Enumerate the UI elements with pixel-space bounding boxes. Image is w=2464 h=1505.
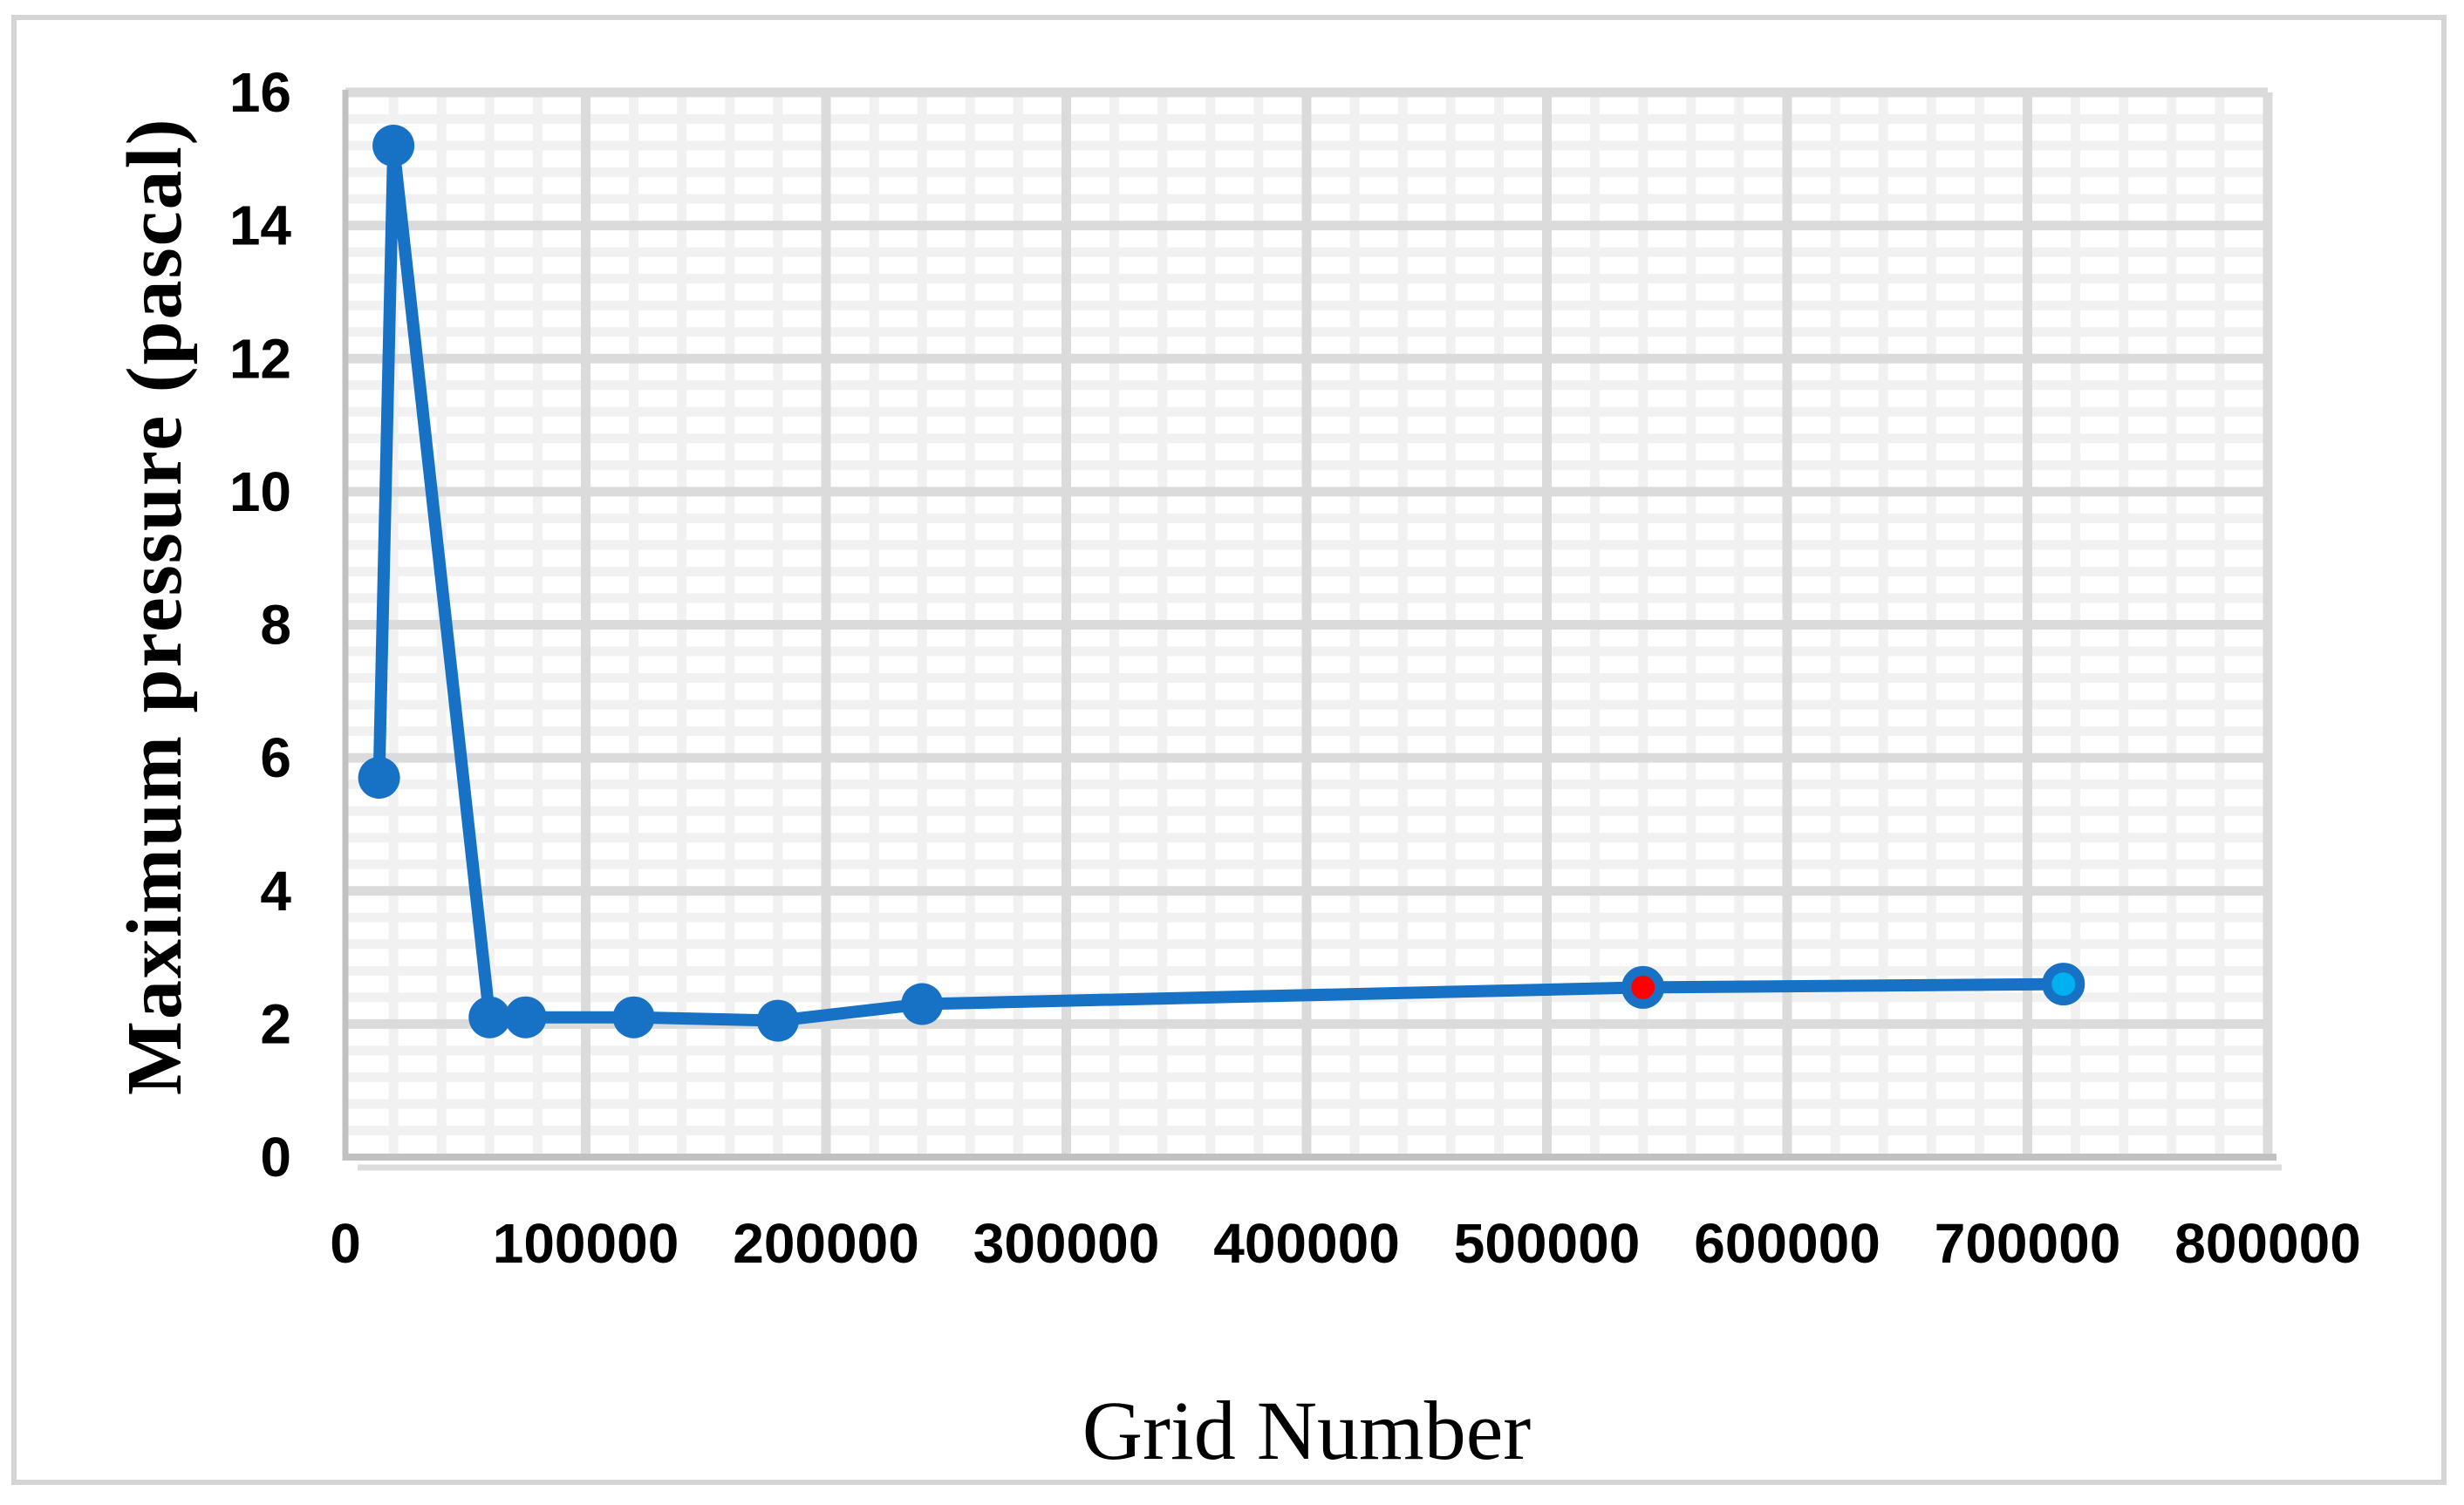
- data-point-marker-highlight: [1621, 965, 1665, 1009]
- y-tick-label: 4: [260, 860, 291, 923]
- data-point-marker-highlight: [2042, 963, 2085, 1006]
- x-tick-label: 600000: [1694, 1212, 1880, 1275]
- data-point-marker: [372, 125, 415, 167]
- x-tick-label: 500000: [1454, 1212, 1641, 1275]
- y-tick-label: 10: [229, 460, 291, 523]
- data-point-marker: [756, 999, 799, 1042]
- data-point-marker: [612, 996, 655, 1039]
- x-tick-label: 800000: [2174, 1212, 2361, 1275]
- x-tick-label: 700000: [1935, 1212, 2121, 1275]
- y-tick-label: 2: [260, 992, 291, 1055]
- x-tick-label: 0: [330, 1212, 361, 1275]
- x-axis-title: Grid Number: [1082, 1384, 1532, 1477]
- y-tick-label: 6: [260, 726, 291, 789]
- y-tick-label: 14: [229, 194, 292, 257]
- data-point-marker: [358, 757, 400, 799]
- y-tick-label: 0: [260, 1126, 291, 1188]
- data-point-marker: [901, 983, 944, 1025]
- y-tick-label: 12: [229, 327, 291, 390]
- x-tick-label: 100000: [493, 1212, 679, 1275]
- x-tick-label: 400000: [1213, 1212, 1400, 1275]
- figure-border: [11, 15, 2447, 1485]
- data-point-marker: [504, 996, 547, 1039]
- y-axis-title: Maximum pressure (pascal): [112, 117, 198, 1095]
- y-tick-label: 8: [260, 594, 291, 657]
- y-tick-label: 16: [229, 61, 291, 124]
- x-tick-label: 300000: [973, 1212, 1160, 1275]
- data-point-marker: [468, 996, 511, 1039]
- x-tick-label: 200000: [733, 1212, 919, 1275]
